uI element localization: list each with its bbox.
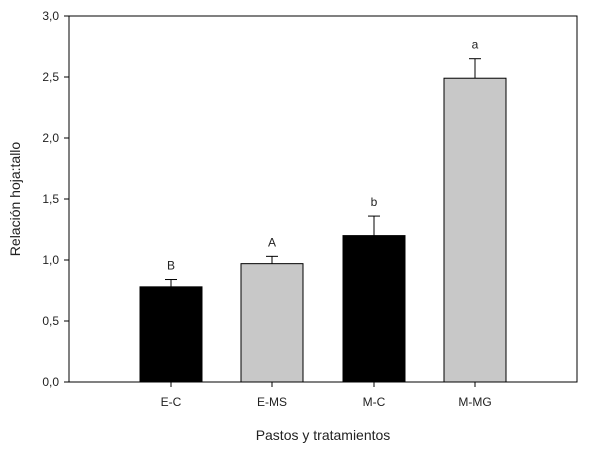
y-axis-title: Relación hoja:tallo	[7, 142, 23, 257]
bar-m-mg	[443, 77, 507, 383]
x-tick-label: M-MG	[458, 395, 491, 409]
y-tick-label: 1,0	[42, 253, 59, 267]
bar-m-c	[342, 235, 406, 383]
x-tick-label: M-C	[363, 395, 386, 409]
plot-frame	[68, 15, 578, 383]
y-tick-label: 0,5	[42, 314, 59, 328]
bar-e-c	[139, 286, 203, 383]
y-tick-label: 0,0	[42, 375, 59, 389]
y-tick-label: 2,0	[42, 131, 59, 145]
bar-e-ms	[240, 263, 304, 383]
significance-letter: B	[167, 259, 175, 273]
y-tick-label: 1,5	[42, 192, 59, 206]
significance-letter: a	[472, 38, 479, 52]
x-tick-label: E-C	[161, 395, 182, 409]
y-tick-label: 3,0	[42, 9, 59, 23]
y-tick-label: 2,5	[42, 70, 59, 84]
y-axis-ticks: 0,0 0,5 1,0 1,5 2,0 2,5 3,0	[42, 9, 69, 389]
x-tick-label: E-MS	[257, 395, 287, 409]
x-axis-title: Pastos y tratamientos	[256, 427, 391, 443]
x-axis-ticks: E-C E-MS M-C M-MG	[161, 382, 492, 409]
significance-letter: b	[371, 195, 378, 209]
significance-letter: A	[268, 235, 276, 249]
bars-group: B Ab a	[139, 38, 507, 383]
